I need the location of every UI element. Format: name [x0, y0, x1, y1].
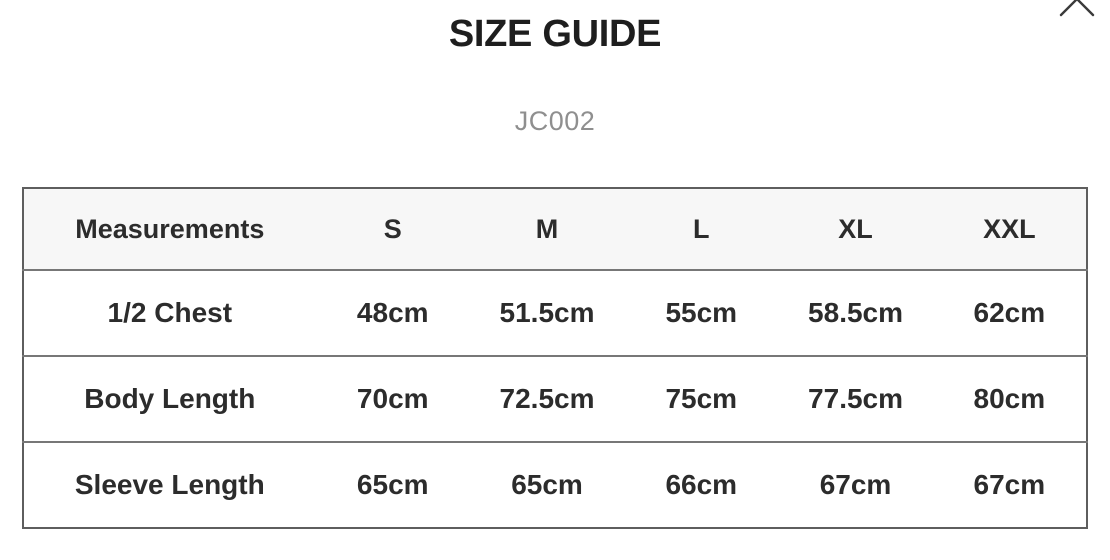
close-button[interactable] [1057, 0, 1097, 19]
cell-value: 75cm [624, 356, 779, 442]
header-row: Measurements S M L XL XXL [23, 188, 1087, 270]
table-row-chest: 1/2 Chest 48cm 51.5cm 55cm 58.5cm 62cm [23, 270, 1087, 356]
cell-value: 62cm [932, 270, 1087, 356]
size-chart-container: Measurements S M L XL XXL 1/2 Chest 48cm… [22, 187, 1088, 529]
product-code: JC002 [514, 106, 596, 136]
row-label: Body Length [23, 356, 316, 442]
cell-value: 55cm [624, 270, 779, 356]
cell-value: 65cm [469, 442, 625, 528]
row-label: 1/2 Chest [23, 270, 316, 356]
column-header-xxl: XXL [932, 188, 1087, 270]
size-chart-table: Measurements S M L XL XXL 1/2 Chest 48cm… [22, 187, 1088, 529]
cell-value: 72.5cm [469, 356, 625, 442]
page-title: SIZE GUIDE [448, 13, 662, 55]
cell-value: 58.5cm [778, 270, 933, 356]
cell-value: 65cm [315, 442, 470, 528]
table-row-sleeve-length: Sleeve Length 65cm 65cm 66cm 67cm 67cm [23, 442, 1087, 528]
column-header-l: L [624, 188, 779, 270]
column-header-xl: XL [778, 188, 933, 270]
column-header-m: M [469, 188, 625, 270]
cell-value: 80cm [932, 356, 1087, 442]
cell-value: 67cm [932, 442, 1087, 528]
cell-value: 70cm [315, 356, 470, 442]
cell-value: 67cm [778, 442, 933, 528]
cell-value: 51.5cm [469, 270, 625, 356]
column-header-s: S [315, 188, 470, 270]
cell-value: 66cm [624, 442, 779, 528]
table-row-body-length: Body Length 70cm 72.5cm 75cm 77.5cm 80cm [23, 356, 1087, 442]
row-label: Sleeve Length [23, 442, 316, 528]
close-icon [1059, 0, 1095, 17]
column-header-measurements: Measurements [23, 188, 316, 270]
cell-value: 77.5cm [778, 356, 933, 442]
cell-value: 48cm [315, 270, 470, 356]
